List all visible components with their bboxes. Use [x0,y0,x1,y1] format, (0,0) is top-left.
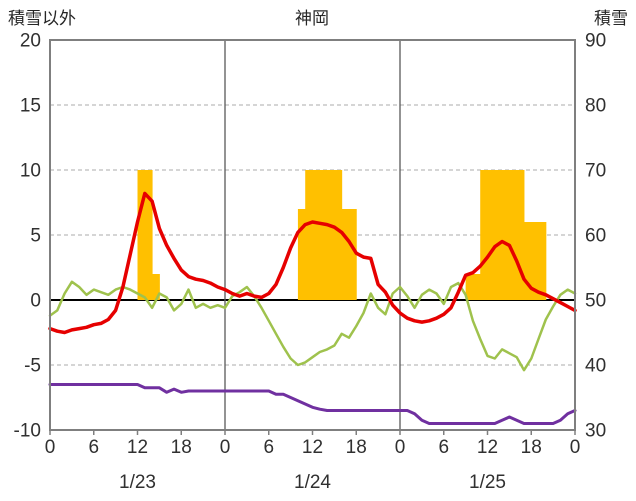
left-axis-title: 積雪以外 [8,9,76,28]
y-left-tick-label: 10 [20,161,41,182]
x-tick-label: 0 [570,437,581,458]
y-left-tick-label: 15 [20,96,41,117]
purple-line [48,383,577,425]
x-tick-label: 6 [88,437,99,458]
x-tick-label: 18 [171,437,192,458]
x-tick-label: 0 [395,437,406,458]
x-tick-label: 12 [127,437,148,458]
y-left-tick-label: -5 [24,356,41,377]
x-tick-label: 6 [263,437,274,458]
red-line [48,191,577,335]
date-labels: 1/23 1/24 1/25 [119,472,506,493]
date-label: 1/23 [119,472,156,493]
y-right-tick-label: 40 [585,356,606,377]
y-axis-right-labels: 90 80 70 60 50 40 30 [585,31,606,442]
y-right-tick-label: 60 [585,226,606,247]
x-tick-label: 18 [346,437,367,458]
orange-bars [137,170,547,300]
y-left-tick-label: 20 [20,31,41,52]
green-line [48,280,577,372]
y-left-tick-label: -10 [14,421,41,442]
x-tick-label: 0 [45,437,56,458]
x-tick-label: 6 [438,437,449,458]
y-right-tick-label: 80 [585,96,606,117]
chart-title: 神岡 [295,9,329,28]
y-right-tick-label: 50 [585,291,606,312]
day-boundary-lines [224,40,401,430]
y-right-tick-label: 90 [585,31,606,52]
date-label: 1/25 [469,472,506,493]
x-tick-label: 18 [521,437,542,458]
y-left-tick-label: 5 [30,226,41,247]
y-left-tick-label: 0 [30,291,41,312]
x-tick-label: 12 [477,437,498,458]
y-right-tick-label: 70 [585,161,606,182]
right-axis-title: 積雪 [594,9,628,28]
x-tick-label: 0 [220,437,231,458]
y-right-tick-label: 30 [585,421,606,442]
x-axis-labels: 0 6 12 18 0 6 12 18 0 6 12 18 0 [45,430,581,458]
x-tick-label: 12 [302,437,323,458]
y-axis-left-labels: 20 15 10 5 0 -5 -10 [14,31,41,442]
date-label: 1/24 [294,472,331,493]
